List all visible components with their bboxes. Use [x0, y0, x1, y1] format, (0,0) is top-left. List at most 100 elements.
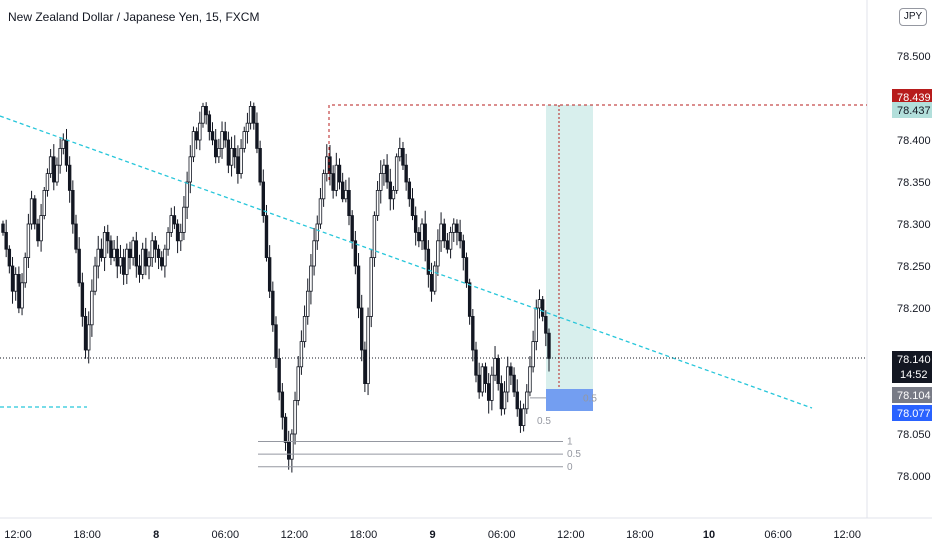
- candle-body: [502, 391, 507, 410]
- candle-body: [39, 215, 43, 242]
- candle-body: [271, 290, 275, 326]
- candle-body: [210, 131, 215, 141]
- candle-body: [61, 139, 66, 149]
- candle-body: [245, 122, 250, 132]
- candle-body: [347, 189, 351, 216]
- price-tag-label: 78.439: [897, 92, 931, 104]
- candle-body: [302, 315, 307, 342]
- candle-body: [93, 265, 97, 292]
- candle-body: [153, 240, 158, 250]
- price-tag-label: 78.077: [897, 408, 931, 420]
- price-tag-red: [892, 89, 932, 105]
- candle-body: [528, 366, 532, 393]
- candle-body: [7, 248, 12, 267]
- candle-body: [423, 223, 427, 250]
- price-tick-label: 78.200: [897, 303, 931, 315]
- candle-body: [191, 131, 196, 158]
- candle-body: [369, 257, 373, 317]
- candle-body: [458, 231, 462, 242]
- time-axis[interactable]: 12:00 18:00 8 06:00 12:00 18:00 9 06:00 12:00 18:…: [4, 529, 861, 541]
- candle-body: [137, 265, 142, 275]
- candle-body: [433, 265, 437, 292]
- candle-body: [23, 257, 27, 284]
- candle-body: [17, 273, 21, 309]
- candle-body: [544, 315, 548, 334]
- candle-body: [156, 248, 161, 258]
- candle-body: [467, 282, 472, 317]
- candle-body: [99, 248, 104, 258]
- candle-body: [306, 290, 310, 317]
- price-tick-label: 78.250: [897, 261, 931, 273]
- candle-body: [239, 147, 243, 174]
- time-tick-label: 12:00: [833, 529, 861, 541]
- candle-body: [512, 374, 516, 393]
- take-profit-zone[interactable]: [546, 105, 593, 389]
- fib-level-label: 1: [567, 437, 573, 448]
- candle-body: [391, 189, 396, 200]
- price-tag-label: 78.104: [897, 390, 931, 402]
- candle-body: [163, 248, 167, 267]
- trendline[interactable]: [0, 115, 813, 409]
- candle-body: [4, 231, 8, 250]
- candle-body: [455, 223, 459, 233]
- candle-body: [486, 383, 491, 401]
- time-tick-label: 8: [153, 529, 159, 541]
- candle-body: [223, 131, 227, 141]
- candle-body: [496, 357, 500, 384]
- candle-body: [350, 215, 354, 242]
- candle-body: [220, 131, 224, 149]
- candle-body: [64, 139, 69, 166]
- time-tick-label: 06:00: [212, 529, 240, 541]
- currency-badge-label: JPY: [903, 11, 923, 22]
- candle-body: [344, 189, 348, 200]
- candle-body: [525, 391, 529, 410]
- fib-retracement[interactable]: 10.500.50.5: [258, 394, 597, 473]
- stop-level-line[interactable]: [328, 104, 867, 180]
- candle-body: [207, 114, 212, 133]
- candle-body: [340, 181, 345, 200]
- candle-body: [413, 215, 418, 233]
- candle-body: [483, 366, 488, 384]
- candle-body: [274, 324, 278, 359]
- price-tag-label: 78.140: [897, 354, 931, 366]
- candle-body: [10, 265, 15, 292]
- candle-body: [55, 164, 59, 183]
- candle-body: [283, 416, 288, 443]
- candle-body: [410, 198, 415, 217]
- candle-body: [286, 441, 291, 460]
- candle-body: [309, 265, 313, 292]
- candle-body: [90, 290, 94, 326]
- candle-body: [426, 248, 431, 275]
- candle-body: [144, 248, 148, 267]
- candle-body: [363, 349, 367, 384]
- time-tick-label: 10: [703, 529, 715, 541]
- candle-body: [448, 231, 453, 250]
- candle-body: [337, 164, 342, 183]
- candle-body: [96, 248, 100, 267]
- candle-body: [477, 374, 481, 393]
- candle-body: [372, 215, 377, 259]
- candle-body: [182, 206, 186, 233]
- candle-body: [515, 391, 519, 410]
- candle-body: [140, 248, 145, 275]
- candle-body: [115, 248, 119, 267]
- candle-body: [277, 357, 281, 393]
- currency-badge[interactable]: JPY: [899, 8, 927, 26]
- candle-body: [452, 223, 456, 233]
- stop-loss-zone[interactable]: [546, 389, 593, 411]
- price-axis[interactable]: 78.500 78.400 78.350 78.300 78.250 78.200 78.0…: [897, 51, 931, 483]
- candle-body: [474, 349, 478, 376]
- candle-body: [509, 366, 513, 376]
- candle-body: [48, 156, 53, 175]
- price-tag-teal: [892, 102, 932, 118]
- price-tick-label: 78.300: [897, 219, 931, 231]
- time-tick-label: 06:00: [488, 529, 516, 541]
- candle-body: [318, 198, 323, 225]
- candle-body: [128, 248, 132, 258]
- candle-body: [45, 173, 50, 191]
- candle-body: [26, 223, 31, 258]
- candle-body: [353, 240, 358, 267]
- candle-body: [102, 231, 107, 258]
